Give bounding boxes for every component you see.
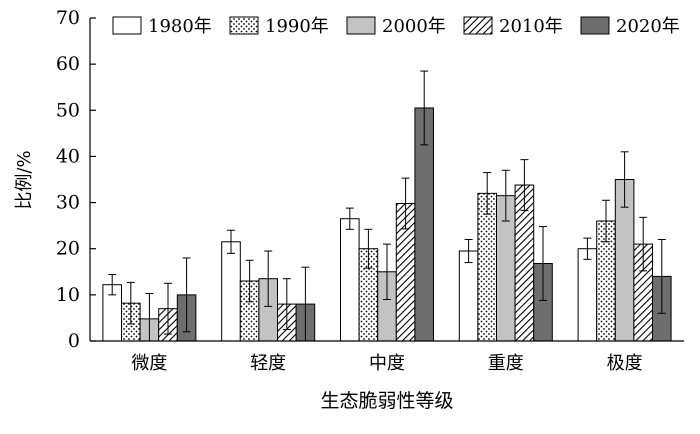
- legend-label: 2020年: [616, 16, 680, 37]
- y-tick-label: 70: [56, 7, 80, 29]
- x-tick-label: 中度: [369, 353, 405, 374]
- y-tick-label: 60: [56, 53, 80, 75]
- x-tick-label: 极度: [607, 353, 643, 374]
- bar-1990年-重度: [477, 192, 497, 342]
- bar-1980年-极度: [577, 248, 598, 342]
- legend-label: 1980年: [148, 16, 212, 37]
- x-tick-label: 轻度: [250, 353, 286, 374]
- bar-1980年-重度: [458, 250, 479, 342]
- legend-label: 2010年: [499, 16, 563, 37]
- legend-label: 2000年: [382, 16, 446, 37]
- legend-swatch: [463, 16, 493, 35]
- x-axis-title: 生态脆弱性等级: [320, 390, 453, 412]
- x-tick-label: 微度: [131, 353, 167, 374]
- bar-1980年-轻度: [221, 241, 241, 342]
- x-tick-label: 重度: [488, 353, 524, 374]
- y-axis-title: 比例/%: [14, 150, 35, 209]
- y-tick-label: 40: [56, 145, 80, 167]
- legend-swatch: [580, 16, 610, 35]
- y-tick-label: 50: [56, 99, 80, 121]
- legend-swatch: [346, 16, 376, 35]
- legend-label: 1990年: [265, 16, 329, 37]
- y-tick-label: 0: [68, 330, 80, 352]
- legend: 1980年 1990年 2000年 2010年 2020年: [112, 16, 680, 37]
- y-tick-label: 30: [56, 192, 80, 214]
- y-tick-label: 20: [56, 238, 80, 260]
- legend-swatch: [112, 16, 142, 35]
- bar-1980年-中度: [340, 218, 360, 342]
- legend-swatch: [229, 16, 259, 35]
- y-tick-label: 10: [56, 284, 80, 306]
